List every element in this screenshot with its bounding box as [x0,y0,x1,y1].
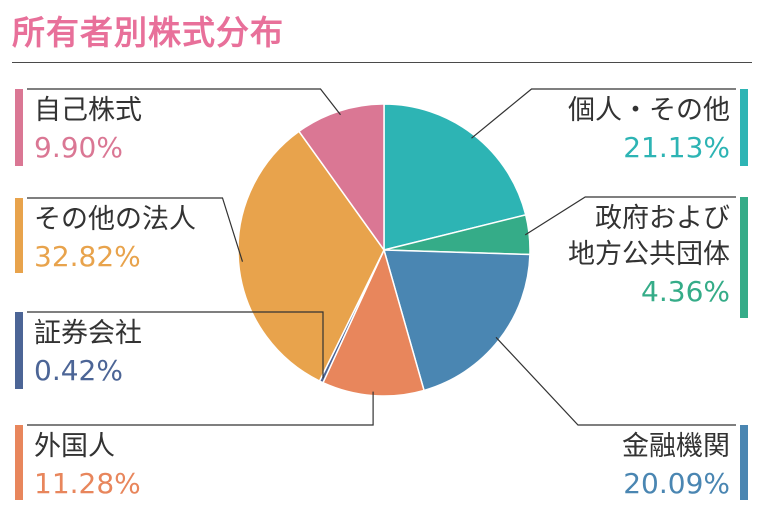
slice-value: 21.13% [623,131,730,164]
leader-line [524,196,736,236]
legend-color-bar [15,425,23,500]
slice-label: その他の法人 [34,204,196,235]
slice-label: 証券会社 [34,318,142,349]
slice-value: 0.42% [34,354,123,387]
slice-value: 11.28% [34,467,141,500]
slice-value: 4.36% [641,275,730,308]
slice-label: 金融機関 [622,431,730,462]
slice-value: 9.90% [34,131,123,164]
slice-label: 政府および [595,203,730,234]
leader-line [27,391,374,426]
slice-value: 20.09% [623,467,730,500]
slice-label: 地方公共団体 [568,239,730,270]
leader-line [471,88,736,139]
slice-value: 32.82% [34,240,141,273]
slice-label: 外国人 [34,431,115,462]
pie-slice [297,103,385,253]
legend-color-bar [740,89,748,166]
pie-slice [382,249,531,392]
leader-line [27,197,244,262]
legend-color-bar [15,198,23,273]
legend-color-bar [740,425,748,500]
leader-line [27,88,341,116]
leader-line [495,336,736,426]
legend-color-bar [15,89,23,166]
slice-label: 個人・その他 [568,95,730,126]
pie-slice [383,103,527,251]
chart-title: 所有者別株式分布 [12,13,284,52]
pie-slice [237,130,385,382]
slice-label: 自己株式 [34,95,142,126]
legend-color-bar [15,312,23,389]
title-divider [12,62,752,63]
legend-color-bar [740,197,748,318]
leader-line [27,311,324,379]
